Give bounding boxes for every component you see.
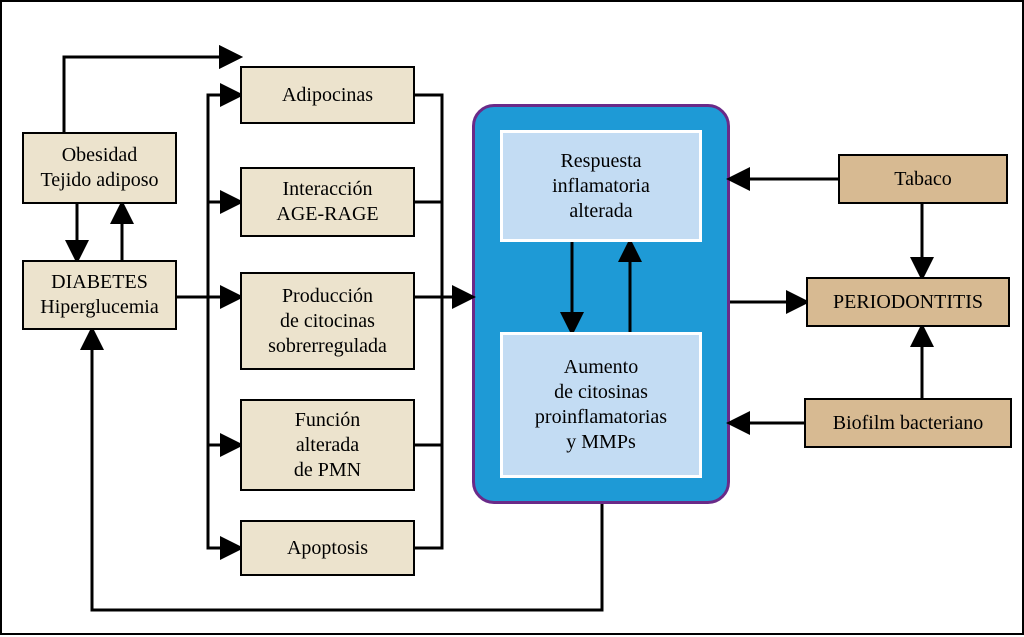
node-age: InteracciónAGE-RAGE	[240, 167, 415, 237]
node-apoptosis: Apoptosis	[240, 520, 415, 576]
node-label: ObesidadTejido adiposo	[40, 143, 158, 193]
diagram-canvas: ObesidadTejido adiposo DIABETESHipergluce…	[0, 0, 1024, 635]
node-respuesta: Respuestainflamatoriaalterada	[500, 130, 702, 242]
node-label: Respuestainflamatoriaalterada	[552, 149, 650, 224]
node-pmn: Funciónalteradade PMN	[240, 399, 415, 491]
node-aumento: Aumentode citosinasproinflamatoriasy MMP…	[500, 332, 702, 478]
node-obesidad: ObesidadTejido adiposo	[22, 132, 177, 204]
node-label: Producciónde citocinassobrerregulada	[268, 284, 387, 359]
node-label: Funciónalteradade PMN	[294, 408, 361, 483]
node-periodontitis: PERIODONTITIS	[806, 277, 1010, 327]
node-adipocinas: Adipocinas	[240, 66, 415, 124]
node-label: Adipocinas	[282, 83, 373, 108]
node-label: Aumentode citosinasproinflamatoriasy MMP…	[535, 355, 667, 455]
node-citocinas: Producciónde citocinassobrerregulada	[240, 272, 415, 370]
node-tabaco: Tabaco	[838, 154, 1008, 204]
node-label: DIABETESHiperglucemia	[40, 270, 158, 320]
node-diabetes: DIABETESHiperglucemia	[22, 260, 177, 330]
node-biofilm: Biofilm bacteriano	[804, 398, 1012, 448]
node-label: Apoptosis	[287, 536, 368, 561]
node-label: InteracciónAGE-RAGE	[276, 177, 378, 227]
node-label: PERIODONTITIS	[833, 290, 983, 315]
node-label: Tabaco	[894, 167, 951, 192]
node-label: Biofilm bacteriano	[833, 411, 984, 436]
